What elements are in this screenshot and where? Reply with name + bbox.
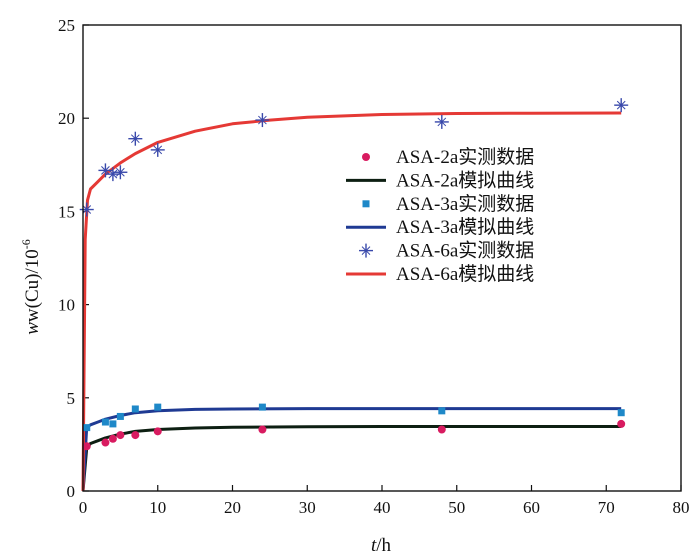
data-point xyxy=(101,418,109,426)
legend-label: ASA-6a实测数据 xyxy=(396,240,534,262)
data-point xyxy=(108,434,117,443)
star-stroke xyxy=(130,134,140,144)
data-point xyxy=(109,420,117,428)
y-tick-label: 20 xyxy=(58,109,75,128)
x-tick-label: 60 xyxy=(523,498,540,517)
data-point xyxy=(154,403,162,411)
star-stroke xyxy=(101,166,110,175)
y-tick-label: 0 xyxy=(67,482,76,501)
star-stroke xyxy=(361,246,371,255)
data-point xyxy=(617,419,626,428)
data-point xyxy=(617,409,625,417)
y-tick-label: 25 xyxy=(58,16,75,35)
data-point xyxy=(150,142,165,157)
data-point xyxy=(82,442,91,451)
data-point xyxy=(113,165,128,180)
y-axis-label-text: w(Cu)/10 xyxy=(22,249,43,322)
star-stroke xyxy=(116,167,125,177)
x-tick-label: 80 xyxy=(673,498,690,517)
data-point xyxy=(614,98,629,113)
y-tick-label: 5 xyxy=(67,389,76,408)
x-tick-label: 30 xyxy=(299,498,316,517)
x-tick-label: 40 xyxy=(374,498,391,517)
data-point xyxy=(438,407,446,415)
data-point xyxy=(105,167,120,182)
star-stroke xyxy=(108,169,118,179)
legend-marker xyxy=(362,200,370,208)
x-axis-label-unit: /h xyxy=(376,535,391,556)
legend-marker xyxy=(362,153,370,161)
legend-label: ASA-3a模拟曲线 xyxy=(396,216,534,238)
data-point xyxy=(131,405,139,413)
x-axis-label: t/h xyxy=(371,535,392,556)
x-tick-label: 20 xyxy=(224,498,241,517)
data-point xyxy=(128,131,143,146)
x-tick-label: 50 xyxy=(448,498,465,517)
star-stroke xyxy=(616,100,626,110)
data-point xyxy=(434,114,449,129)
tick-layer: 0 10 20 30 40 50 60 70 80 0 5 10 15 20 25 xyxy=(58,16,690,517)
data-point xyxy=(116,431,125,440)
data-point xyxy=(153,427,162,436)
data-point xyxy=(131,431,140,440)
x-tick-label: 70 xyxy=(598,498,615,517)
x-tick-label: 0 xyxy=(79,498,88,517)
series-curve xyxy=(81,111,622,492)
data-point xyxy=(79,202,94,217)
legend-label: ASA-3a实测数据 xyxy=(396,193,534,215)
data-point xyxy=(258,403,266,411)
y-axis-label: ww(Cu)/10-6 xyxy=(19,239,43,335)
plot-layer xyxy=(79,98,629,492)
legend-label: ASA-2a实测数据 xyxy=(396,146,534,168)
legend-label: ASA-6a模拟曲线 xyxy=(396,263,534,285)
y-axis-label-exponent: -6 xyxy=(19,239,33,249)
data-point xyxy=(258,425,267,434)
y-tick-label: 15 xyxy=(58,202,75,221)
plot-frame xyxy=(82,24,682,492)
star-stroke xyxy=(258,115,267,125)
star-stroke xyxy=(153,145,163,155)
x-axis-label-variable: t xyxy=(371,535,377,556)
data-point xyxy=(116,412,124,420)
legend-box xyxy=(336,140,572,292)
series-curve xyxy=(81,407,622,492)
x-tick-label: 10 xyxy=(149,498,166,517)
data-point xyxy=(255,113,270,128)
legend-marker xyxy=(359,243,373,258)
legend-label: ASA-2a模拟曲线 xyxy=(396,169,534,191)
star-stroke xyxy=(82,205,92,214)
data-point xyxy=(437,425,446,434)
data-point xyxy=(98,163,113,178)
legend: ASA-2a实测数据ASA-2a模拟曲线ASA-3a实测数据ASA-3a模拟曲线… xyxy=(336,140,572,292)
data-point xyxy=(101,438,110,447)
y-tick-label: 10 xyxy=(58,296,75,315)
data-point xyxy=(83,424,91,432)
star-stroke xyxy=(437,117,447,127)
